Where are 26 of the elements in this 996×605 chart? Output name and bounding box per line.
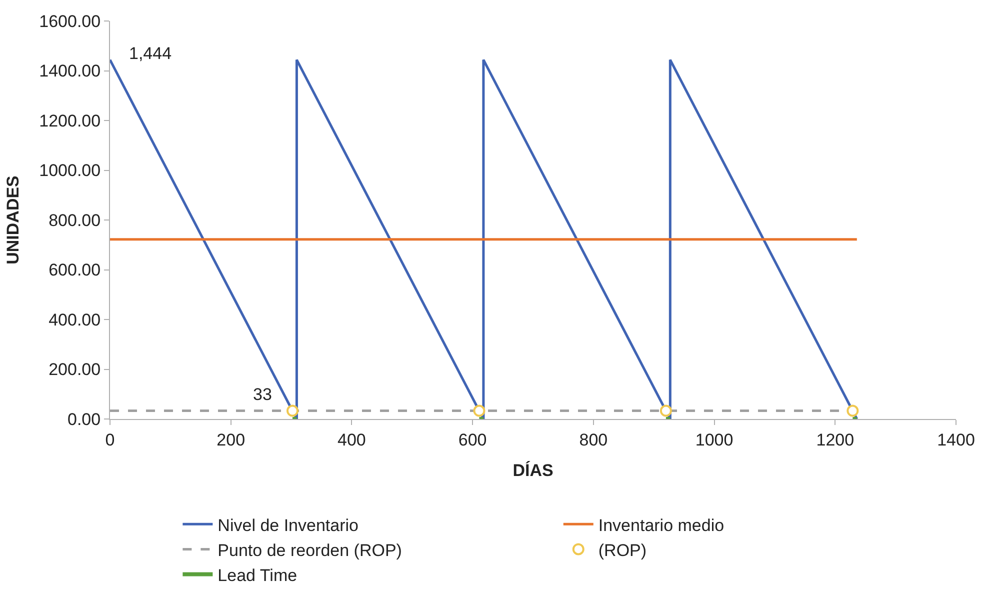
- y-tick-label: 800.00: [48, 210, 101, 230]
- x-tick-label: 1000: [695, 430, 734, 450]
- y-tick-label: 600.00: [48, 260, 101, 280]
- x-tick-label: 0: [105, 430, 115, 450]
- legend-label: Lead Time: [218, 566, 298, 585]
- annotation: 33: [253, 385, 272, 404]
- x-axis-title: DÍAS: [512, 460, 554, 480]
- y-tick-label: 0.00: [68, 410, 101, 429]
- annotation: 1,444: [129, 44, 172, 63]
- y-tick-label: 1200.00: [39, 111, 101, 130]
- x-tick-label: 1200: [816, 430, 854, 450]
- x-tick-label: 600: [458, 430, 487, 450]
- y-tick-label: 1000.00: [39, 161, 101, 180]
- x-tick-label: 200: [216, 430, 246, 450]
- legend-label: Nivel de Inventario: [218, 516, 358, 535]
- legend-label: Punto de reorden (ROP): [218, 540, 402, 560]
- x-tick-label: 400: [338, 430, 366, 450]
- x-tick-label: 800: [579, 430, 608, 450]
- y-tick-label: 1400.00: [39, 62, 101, 81]
- legend-label: (ROP): [598, 540, 647, 560]
- y-tick-label: 200.00: [48, 360, 101, 380]
- y-tick-label: 1600.00: [39, 12, 101, 31]
- x-tick-label: 1400: [937, 430, 975, 450]
- legend-label: Inventario medio: [598, 516, 724, 535]
- y-tick-label: 400.00: [48, 310, 101, 330]
- y-axis-title: UNIDADES: [4, 176, 23, 264]
